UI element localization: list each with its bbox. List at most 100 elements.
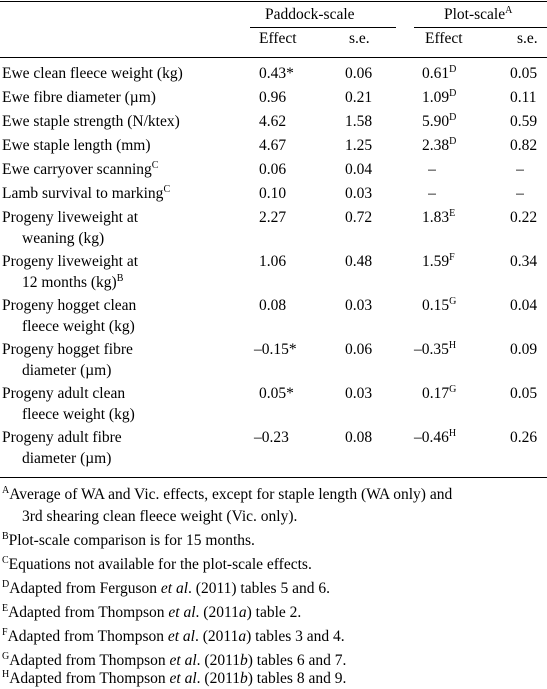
footnote-text: Adapted from Ferguson [9,580,161,597]
cell-plot-effect-sup: D [449,112,457,123]
cell-paddock-se: 1.58 [345,113,373,130]
footnote-ref: b [240,670,248,687]
row-label: Ewe carryover scanningC [2,161,158,179]
cell-plot-effect-value: 0.61 [422,65,450,82]
cell-plot-effect-sup: G [449,384,457,395]
cell-paddock-se: 0.04 [345,161,373,178]
cell-plot-effect-value: 1.83 [422,209,450,226]
footnote-text: Average of WA and Vic. effects, except f… [9,486,453,503]
cell-plot-effect-sup: E [449,208,456,219]
footnote-e: EAdapted from Thompson et al. (2011a) ta… [2,602,542,623]
cell-plot-se: 0.82 [510,137,538,154]
footnote-mark: F [2,627,8,638]
row-label: Progeny adult fibre [2,429,122,446]
row-label: Progeny hogget fibre [2,341,133,358]
cell-plot-se: 0.59 [510,113,538,130]
row-label-sup: B [116,273,124,284]
footnote-text: ) table 2. [246,604,302,621]
footnote-text: . (2011) tables 5 and 6. [188,580,330,597]
top-rule [0,1,547,3]
cell-plot-effect: – [422,185,502,203]
header-se-plot: s.e. [517,30,538,47]
header-effect-plot: Effect [425,30,463,47]
header-plot-scale: Plot-scaleA [444,6,512,24]
footnote-text: Adapted from Thompson [9,652,170,669]
cell-plot-effect-value: 0.15 [422,297,450,314]
cell-plot-effect-value: 2.38 [422,137,450,154]
row-label-cont: weaning (kg) [22,230,105,247]
bottom-rule [0,477,547,479]
footnote-text: ) tables 6 and 7. [247,652,347,669]
cell-plot-se: 0.22 [510,209,538,226]
cell-plot-effect: 0.17G [422,385,502,403]
header-se-paddock: s.e. [349,30,370,47]
footnote-h: HAdapted from Thompson et al. (2011b) ta… [2,668,542,689]
footnote-etal: et al [160,580,189,597]
footnote-mark: D [2,579,10,590]
cell-plot-effect-sup: D [449,136,457,147]
cell-plot-effect: 0.15G [422,297,502,315]
cell-plot-effect-value: 0.17 [422,385,450,402]
cell-paddock-se: 0.06 [345,341,373,358]
cell-paddock-effect: –0.23 [254,429,289,446]
cell-plot-effect-value: –0.46 [414,429,449,446]
row-label: Lamb survival to markingC [2,185,170,203]
footnote-text: Plot-scale comparison is for 15 months. [8,532,255,549]
row-label: Progeny hogget clean [2,297,137,314]
footnote-text: . (2011 [196,652,240,669]
cell-plot-effect: 1.83E [422,209,502,227]
row-label-sup: C [163,184,171,195]
header-plot-text: Plot-scale [444,6,506,23]
cell-paddock-effect: –0.15* [254,341,297,358]
cell-paddock-effect: 0.43* [259,65,294,82]
footnote-ref: a [238,604,247,621]
footnote-c: CEquations not available for the plot-sc… [2,554,542,575]
footnote-a: AAverage of WA and Vic. effects, except … [2,484,542,505]
cell-plot-effect: 2.38D [422,137,502,155]
row-label-cont: fleece weight (kg) [22,406,135,423]
row-label-text: Ewe clean fleece weight (kg) [2,65,183,82]
cell-paddock-se: 0.03 [345,385,373,402]
cell-plot-se: 0.09 [510,341,538,358]
header-paddock-text: Paddock-scale [265,6,355,23]
cell-paddock-se: 0.48 [345,253,373,270]
row-label: Ewe staple length (mm) [2,137,151,155]
footnote-text: ) tables 3 and 4. [246,628,345,645]
cell-plot-se-value: – [516,161,524,178]
footnote-text: Adapted from Thompson [9,670,170,687]
footnote-mark: C [2,555,9,566]
footnote-etal: et al [167,628,195,645]
plot-underline [414,27,547,28]
cell-paddock-se: 0.06 [345,65,373,82]
cell-paddock-effect: 2.27 [259,209,287,226]
cell-paddock-se: 0.03 [345,297,373,314]
footnote-mark: A [2,485,10,496]
footnote-text: Adapted from Thompson [7,628,168,645]
paddock-underline [250,27,396,28]
footnote-text: . (2011 [195,604,239,621]
cell-paddock-se: 0.03 [345,185,373,202]
row-label: Progeny liveweight at [2,253,139,270]
row-label: Ewe fibre diameter (µm) [2,89,156,107]
cell-plot-effect: 5.90D [422,113,502,131]
row-label-text: Ewe staple strength (N/ktex) [2,113,180,130]
cell-plot-effect-sup: D [449,64,457,75]
cell-plot-effect-value: – [428,185,436,202]
row-label-text: Ewe staple length (mm) [2,137,151,154]
cell-paddock-se: 0.21 [345,89,373,106]
cell-plot-effect: 0.61D [422,65,502,83]
cell-paddock-effect: 0.96 [259,89,287,106]
cell-plot-effect-value: 1.09 [422,89,450,106]
footnote-mark: G [2,651,10,662]
cell-plot-effect: – [422,161,502,179]
footnote-a-cont: 3rd shearing clean fleece weight (Vic. o… [22,508,298,525]
footnote-etal: et al [169,652,197,669]
cell-paddock-effect: 0.10 [259,185,287,202]
cell-plot-effect-sup: H [448,428,457,439]
row-label-cont: diameter (µm) [22,362,112,379]
cell-paddock-se: 0.08 [345,429,373,446]
cell-paddock-se: 1.25 [345,137,373,154]
cell-plot-effect-value: 1.59 [422,253,450,270]
footnote-mark: H [2,669,10,680]
